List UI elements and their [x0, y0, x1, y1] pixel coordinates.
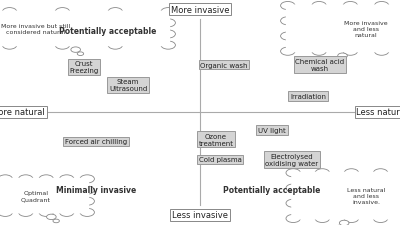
FancyBboxPatch shape: [0, 11, 170, 47]
Circle shape: [77, 53, 84, 56]
Circle shape: [334, 59, 341, 62]
Text: Chemical acid
wash: Chemical acid wash: [296, 59, 344, 72]
Circle shape: [108, 9, 122, 17]
Text: Potentially acceptable: Potentially acceptable: [223, 186, 321, 195]
Circle shape: [80, 197, 94, 205]
Text: Less natural
and less
invasive.: Less natural and less invasive.: [347, 187, 385, 204]
Text: Steam
Ultrasound: Steam Ultrasound: [109, 79, 147, 92]
Text: Potentially acceptable: Potentially acceptable: [59, 27, 157, 36]
Circle shape: [60, 175, 74, 183]
Text: Organic wash: Organic wash: [200, 62, 248, 68]
Circle shape: [281, 33, 295, 41]
Circle shape: [71, 48, 80, 53]
Circle shape: [161, 31, 175, 39]
Circle shape: [373, 214, 388, 223]
Circle shape: [46, 214, 56, 220]
Circle shape: [286, 184, 300, 192]
Circle shape: [53, 219, 59, 223]
Circle shape: [281, 18, 295, 26]
Text: More invasive
and less
natural: More invasive and less natural: [344, 21, 388, 38]
FancyBboxPatch shape: [0, 178, 89, 214]
Text: Cold plasma: Cold plasma: [198, 157, 242, 163]
Circle shape: [0, 208, 12, 216]
Text: Electrolysed
oxidising water: Electrolysed oxidising water: [266, 153, 318, 166]
Text: Minimally invasive: Minimally invasive: [56, 186, 136, 195]
Circle shape: [286, 169, 300, 177]
Circle shape: [0, 175, 12, 183]
Circle shape: [80, 208, 94, 216]
Text: Less natural: Less natural: [356, 108, 400, 117]
Circle shape: [55, 9, 70, 17]
Circle shape: [281, 48, 295, 56]
Text: More invasive: More invasive: [171, 6, 229, 15]
Circle shape: [315, 169, 330, 177]
Text: Less invasive: Less invasive: [172, 210, 228, 219]
Circle shape: [338, 54, 347, 59]
Text: UV light: UV light: [258, 128, 286, 133]
Circle shape: [2, 9, 17, 17]
Circle shape: [374, 48, 389, 56]
Circle shape: [60, 208, 74, 216]
Circle shape: [344, 169, 359, 177]
Text: Optimal
Quadrant: Optimal Quadrant: [21, 190, 51, 201]
Circle shape: [80, 175, 94, 183]
Circle shape: [312, 48, 326, 56]
Circle shape: [108, 42, 122, 50]
Circle shape: [161, 9, 175, 17]
Text: Ozone
treatment: Ozone treatment: [198, 133, 234, 146]
Circle shape: [343, 2, 358, 11]
Circle shape: [344, 214, 359, 223]
Text: More invasive but still
considered natural: More invasive but still considered natur…: [2, 24, 70, 35]
FancyBboxPatch shape: [286, 5, 400, 53]
Circle shape: [39, 175, 54, 183]
Text: Forced air chilling: Forced air chilling: [65, 139, 127, 145]
Circle shape: [18, 175, 33, 183]
Circle shape: [2, 42, 17, 50]
Circle shape: [315, 214, 330, 223]
Circle shape: [373, 169, 388, 177]
Circle shape: [161, 20, 175, 28]
Circle shape: [343, 48, 358, 56]
Circle shape: [339, 220, 349, 225]
Circle shape: [39, 208, 54, 216]
Circle shape: [374, 2, 389, 11]
FancyBboxPatch shape: [291, 172, 400, 220]
Circle shape: [161, 42, 175, 50]
Circle shape: [55, 42, 70, 50]
Text: Irradiation: Irradiation: [290, 94, 326, 100]
Circle shape: [286, 214, 300, 223]
Circle shape: [18, 208, 33, 216]
Circle shape: [312, 2, 326, 11]
Circle shape: [80, 186, 94, 194]
Circle shape: [286, 199, 300, 207]
Text: More natural: More natural: [0, 108, 45, 117]
Text: Crust
Freezing: Crust Freezing: [69, 61, 99, 74]
Circle shape: [281, 2, 295, 11]
